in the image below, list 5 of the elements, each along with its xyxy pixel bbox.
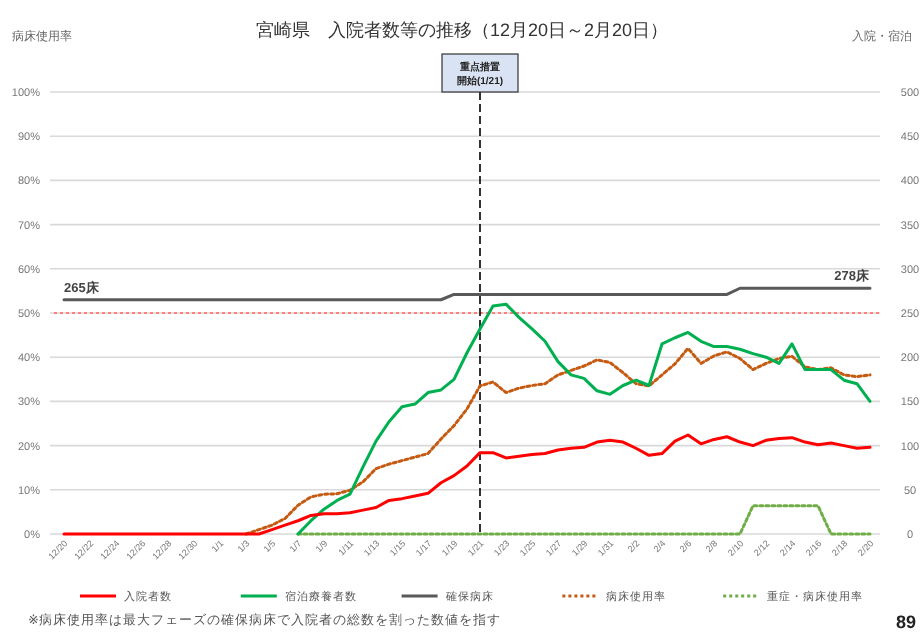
line-series (62, 433, 872, 536)
line-series (296, 302, 872, 536)
line-series (244, 346, 872, 536)
chart-title: 宮崎県 入院者数等の推移（12月20日～2月20日） (255, 20, 669, 40)
text: 89 (895, 612, 916, 632)
